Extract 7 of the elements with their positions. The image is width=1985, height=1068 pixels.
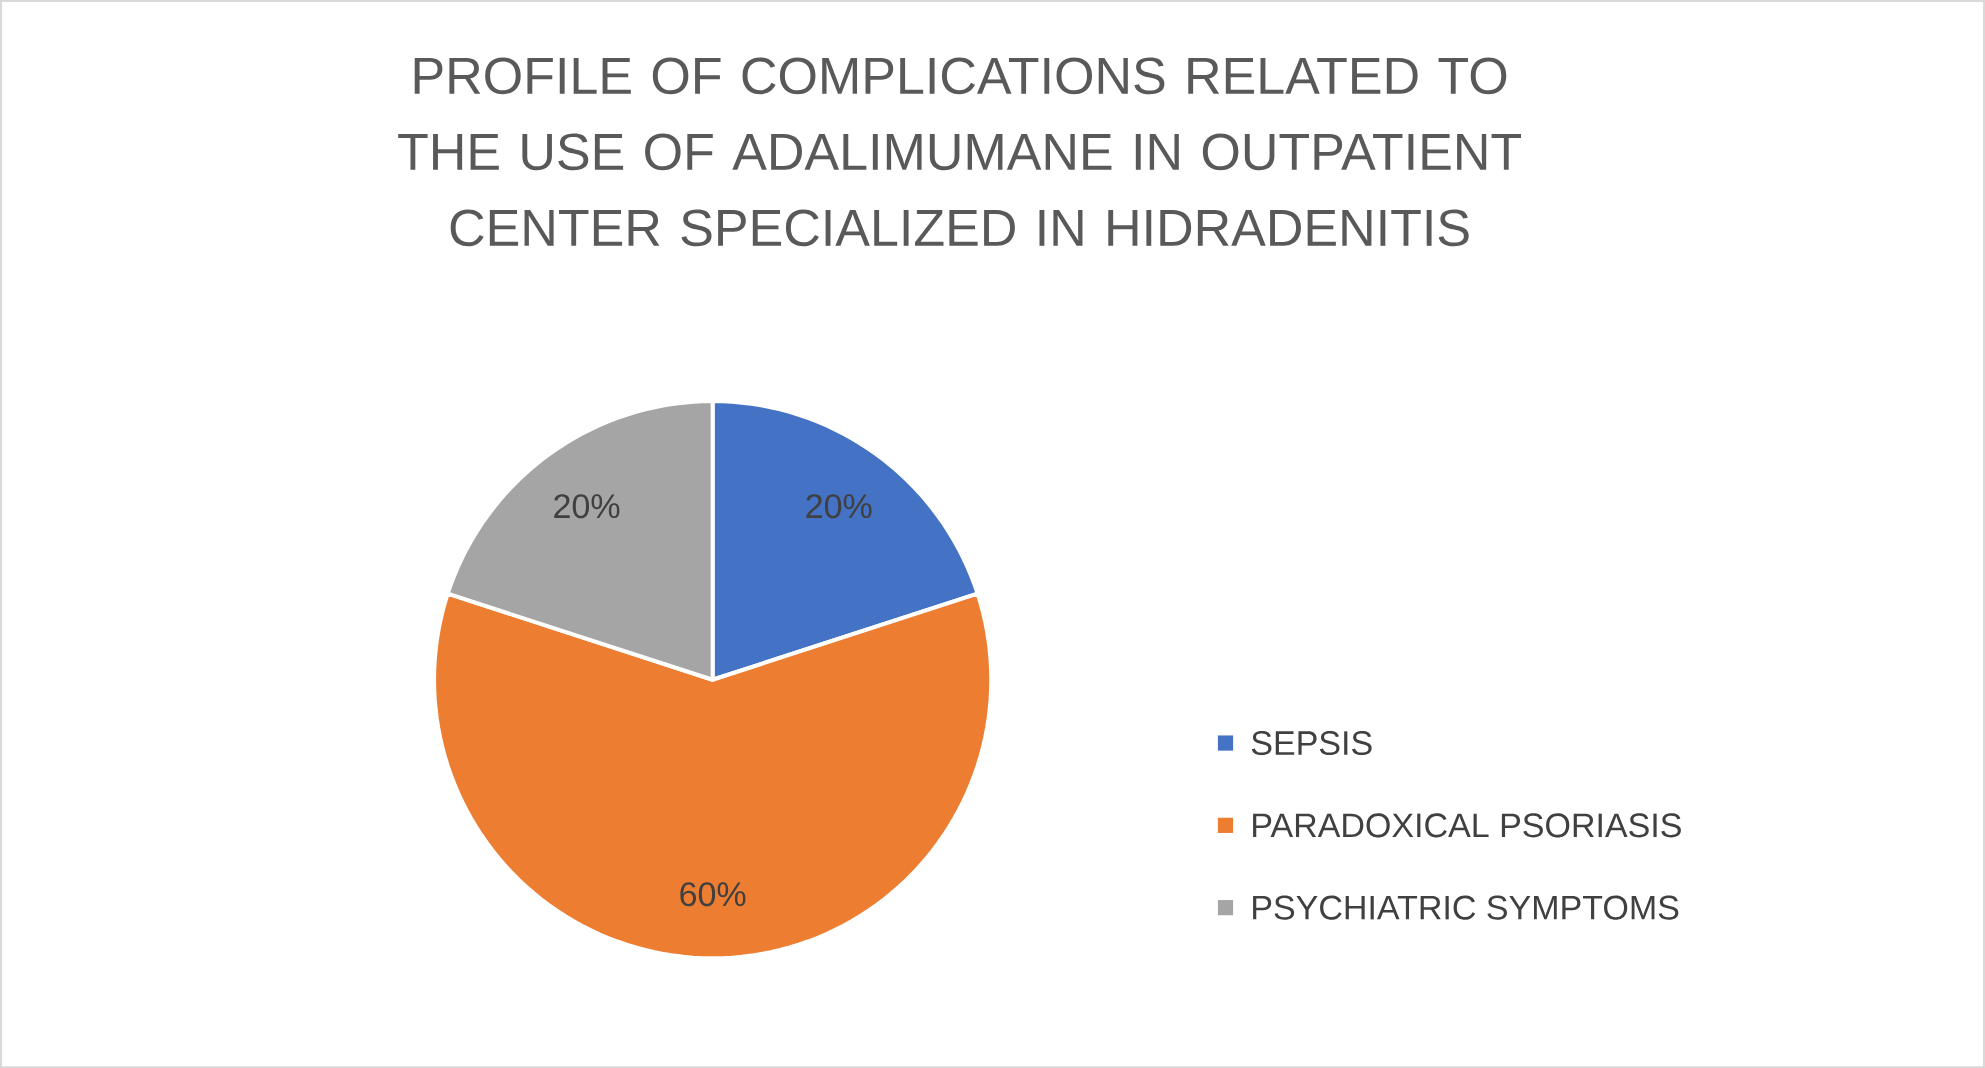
data-label: 20%	[554, 494, 620, 519]
legend-label: PSYCHIATRIC SYMPTOMS	[1253, 895, 1679, 920]
legend-label: PARADOXICAL PSORIASIS	[1253, 813, 1681, 838]
legend-label: SEPSIS	[1251, 730, 1372, 755]
data-label: 60%	[680, 882, 746, 907]
data-label: 20%	[806, 494, 872, 519]
chart-title: PROFILE OF COMPLICATIONS RELATED TO THE USE OF ADALIMUMANE IN OUTPATIENT CENTER SPECIALIZED IN HIDRADENITIS	[398, 57, 1521, 247]
